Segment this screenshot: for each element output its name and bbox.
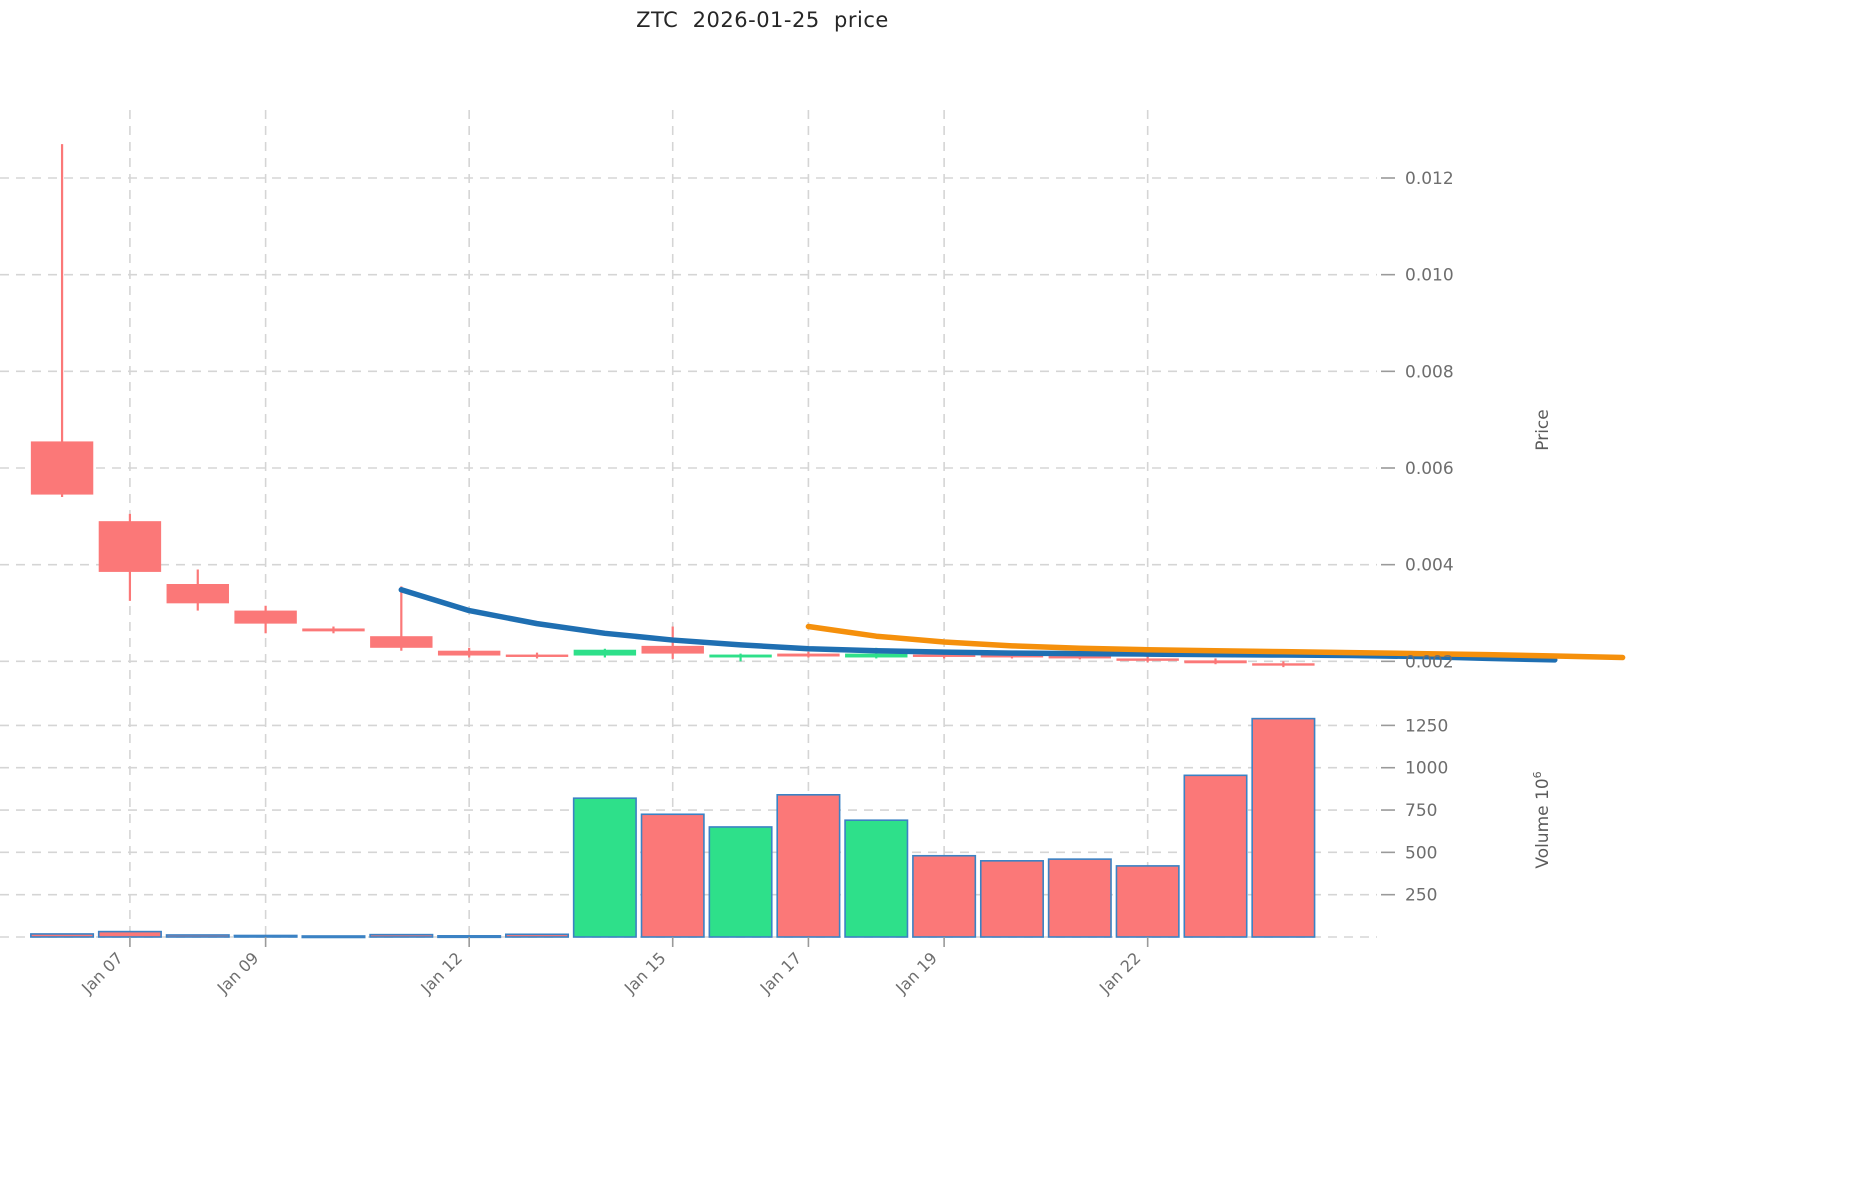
price-tick-label: 0.008 xyxy=(1405,362,1454,382)
price-tick-label: 0.006 xyxy=(1405,459,1454,479)
volume-bar xyxy=(708,826,773,938)
candlestick xyxy=(302,626,365,634)
volume-bar xyxy=(912,854,977,938)
candlestick xyxy=(709,653,772,662)
volume-bar xyxy=(1183,774,1248,938)
price-tick-label: 0.004 xyxy=(1405,556,1454,576)
x-tick-label: Jan 22 xyxy=(1095,948,1145,998)
candlesticks-layer xyxy=(30,144,1315,668)
candlestick xyxy=(370,586,433,651)
volume-axis-label: Volume 106 xyxy=(1531,771,1553,868)
svg-text:Volume 106: Volume 106 xyxy=(1531,771,1553,868)
chart-title: ZTC 2026-01-25 price xyxy=(636,8,889,32)
price-tick-label: 0.010 xyxy=(1405,266,1454,286)
volume-tick-label: 500 xyxy=(1405,843,1437,863)
volume-bar xyxy=(1047,858,1112,938)
volume-bar xyxy=(233,934,298,938)
candlestick xyxy=(777,651,840,658)
moving-average-lines-layer xyxy=(398,587,1626,663)
x-tick-label: Jan 12 xyxy=(416,948,466,998)
volume-bar xyxy=(97,930,162,938)
grid-layer xyxy=(0,110,1377,938)
volume-bar xyxy=(979,860,1044,938)
candlestick xyxy=(505,652,569,659)
price-tick-label: 0.012 xyxy=(1405,169,1454,189)
volume-bar xyxy=(844,819,909,938)
candlestick xyxy=(573,648,637,658)
volume-bar xyxy=(369,933,434,938)
ma-line-ma_long xyxy=(805,623,1626,661)
volume-tick-label: 250 xyxy=(1405,886,1437,906)
candlestick xyxy=(98,513,162,601)
volume-bar xyxy=(1251,717,1316,938)
volume-tick-label: 1250 xyxy=(1405,716,1448,736)
x-tick-label: Jan 17 xyxy=(756,948,806,998)
x-tick-label: Jan 19 xyxy=(891,948,941,998)
volume-bars-layer xyxy=(30,717,1316,939)
volume-bar xyxy=(640,813,705,938)
volume-tick-label: 1000 xyxy=(1405,759,1448,779)
volume-bar xyxy=(505,933,570,938)
volume-bar xyxy=(30,933,95,938)
price-tick-label: 0.002 xyxy=(1405,652,1454,672)
x-tick-label: Jan 07 xyxy=(77,948,127,998)
candlestick xyxy=(1252,661,1315,668)
volume-bar xyxy=(1115,865,1180,938)
volume-bar xyxy=(776,793,841,938)
volume-bar xyxy=(572,797,637,938)
x-tick-label: Jan 15 xyxy=(620,948,670,998)
candlestick xyxy=(30,144,94,497)
ma-line-ma_short xyxy=(398,587,1558,663)
candlestick xyxy=(437,647,501,658)
volume-tick-label: 750 xyxy=(1405,801,1437,821)
volume-bar xyxy=(165,934,230,938)
x-tick-label: Jan 09 xyxy=(213,948,263,998)
candlestick xyxy=(166,569,229,611)
price-axis-label: Price xyxy=(1533,409,1553,450)
candlestick xyxy=(1184,658,1247,665)
volume-bar xyxy=(301,935,366,939)
candlestick xyxy=(234,605,297,634)
